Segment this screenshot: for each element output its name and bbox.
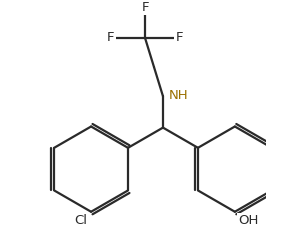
Text: OH: OH (238, 214, 259, 227)
Text: Cl: Cl (75, 214, 88, 227)
Text: F: F (141, 1, 149, 14)
Text: F: F (107, 31, 115, 44)
Text: F: F (175, 31, 183, 44)
Text: NH: NH (168, 88, 188, 101)
